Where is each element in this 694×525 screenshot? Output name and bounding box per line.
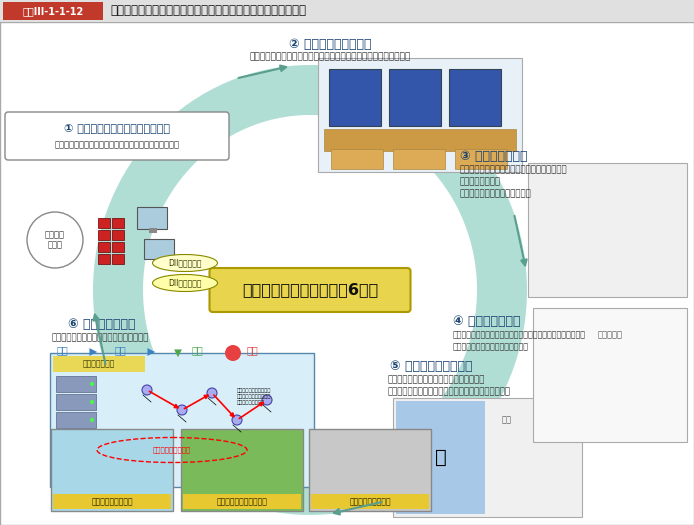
- Text: （サイバー演習環境構築技術の研究など）: （サイバー演習環境構築技術の研究など）: [52, 333, 149, 342]
- Text: 普及教育、自己点検、監査など: 普及教育、自己点検、監査など: [460, 189, 532, 198]
- FancyBboxPatch shape: [112, 254, 124, 264]
- FancyBboxPatch shape: [396, 401, 485, 514]
- FancyBboxPatch shape: [53, 356, 145, 372]
- Text: 指揮システムの素用者が
参加するサイバー対処訓
練を行うための環境: 指揮システムの素用者が 参加するサイバー対処訓 練を行うための環境: [237, 388, 271, 405]
- FancyBboxPatch shape: [181, 429, 303, 511]
- Circle shape: [232, 415, 242, 425]
- FancyBboxPatch shape: [51, 429, 173, 511]
- FancyBboxPatch shape: [331, 149, 383, 169]
- FancyBboxPatch shape: [5, 112, 229, 160]
- FancyBboxPatch shape: [183, 494, 301, 509]
- Text: 会議: 会議: [502, 415, 512, 424]
- Circle shape: [177, 405, 187, 415]
- FancyBboxPatch shape: [112, 242, 124, 251]
- Text: サイバー攻撃模擬部: サイバー攻撃模擬部: [349, 498, 391, 507]
- Text: サイバー攻撃対処部: サイバー攻撃対処部: [91, 498, 133, 507]
- Text: 監視: 監視: [57, 345, 69, 355]
- FancyBboxPatch shape: [97, 242, 110, 251]
- Circle shape: [90, 418, 94, 422]
- FancyBboxPatch shape: [455, 149, 507, 169]
- FancyBboxPatch shape: [0, 22, 694, 525]
- FancyBboxPatch shape: [97, 254, 110, 264]
- FancyBboxPatch shape: [324, 129, 516, 151]
- Text: ② 防護システムの整備: ② 防護システムの整備: [289, 38, 371, 51]
- FancyBboxPatch shape: [53, 494, 171, 509]
- FancyBboxPatch shape: [56, 376, 96, 392]
- Text: （米国カーネギーメロン大学付属機関、国内大学院への留学、: （米国カーネギーメロン大学付属機関、国内大学院への留学、: [453, 330, 586, 339]
- Circle shape: [142, 385, 152, 395]
- FancyBboxPatch shape: [393, 149, 445, 169]
- FancyBboxPatch shape: [50, 353, 314, 487]
- Text: （ネットワーク監視システム、サイバー防護分析装置などの整備）: （ネットワーク監視システム、サイバー防護分析装置などの整備）: [249, 52, 411, 61]
- Text: ⑤ 情報共有などの推進: ⑤ 情報共有などの推進: [390, 360, 473, 373]
- FancyBboxPatch shape: [144, 239, 174, 259]
- Text: サイバー攻撃対処評価部: サイバー攻撃対処評価部: [217, 498, 267, 507]
- Ellipse shape: [93, 65, 527, 515]
- FancyBboxPatch shape: [329, 69, 381, 126]
- FancyBboxPatch shape: [318, 58, 522, 172]
- FancyBboxPatch shape: [137, 207, 167, 229]
- FancyBboxPatch shape: [309, 429, 431, 511]
- Circle shape: [27, 212, 83, 268]
- Text: 教育・研修: 教育・研修: [598, 330, 623, 339]
- Text: システム模擬部: システム模擬部: [83, 360, 115, 369]
- Ellipse shape: [153, 275, 217, 291]
- Text: （内閣官房情報セキュリティセンターなど: （内閣官房情報セキュリティセンターなど: [388, 375, 485, 384]
- Text: ③ 規則の整備など: ③ 規則の整備など: [460, 150, 527, 163]
- Text: 指揮システムを模擬: 指揮システムを模擬: [153, 447, 191, 453]
- FancyBboxPatch shape: [149, 228, 157, 233]
- Text: 防衛省・自衛隊におけるサイバー攻撃対処のための総合的施策: 防衛省・自衛隊におけるサイバー攻撃対処のための総合的施策: [110, 5, 306, 17]
- FancyBboxPatch shape: [389, 69, 441, 126]
- Circle shape: [207, 388, 217, 398]
- Circle shape: [225, 345, 241, 361]
- Text: 図表III-1-1-12: 図表III-1-1-12: [22, 6, 83, 16]
- FancyBboxPatch shape: [311, 494, 429, 509]
- FancyBboxPatch shape: [210, 268, 410, 312]
- Text: ⑥ 最新技術の研究: ⑥ 最新技術の研究: [68, 318, 135, 331]
- FancyBboxPatch shape: [528, 163, 687, 297]
- FancyBboxPatch shape: [3, 2, 103, 20]
- Text: ① 情報通信システムの安全性向上: ① 情報通信システムの安全性向上: [64, 124, 170, 134]
- Text: 体制の強化など）: 体制の強化など）: [460, 177, 501, 186]
- FancyBboxPatch shape: [56, 394, 96, 410]
- Text: 総合的サイバー攻撃対処6本柱: 総合的サイバー攻撃対処6本柱: [242, 282, 378, 298]
- Circle shape: [90, 400, 94, 404]
- FancyBboxPatch shape: [112, 217, 124, 227]
- Text: 関係省庁との連携、米軍など関係各国との連携など）: 関係省庁との連携、米軍など関係各国との連携など）: [388, 387, 511, 396]
- Text: 攻撃: 攻撃: [247, 345, 259, 355]
- Text: （ファイアウォール、ウィルス検知ソフトの導入など）: （ファイアウォール、ウィルス検知ソフトの導入など）: [55, 141, 180, 150]
- FancyBboxPatch shape: [393, 398, 582, 517]
- Text: 評価: 評価: [192, 345, 204, 355]
- Ellipse shape: [153, 255, 217, 271]
- FancyBboxPatch shape: [97, 229, 110, 239]
- FancyBboxPatch shape: [97, 217, 110, 227]
- Text: DIIクローズ系: DIIクローズ系: [168, 278, 202, 288]
- Text: 対処: 対処: [115, 345, 127, 355]
- FancyBboxPatch shape: [112, 229, 124, 239]
- Text: 🌍: 🌍: [435, 447, 447, 467]
- Circle shape: [90, 382, 94, 386]
- Ellipse shape: [143, 115, 477, 465]
- FancyBboxPatch shape: [0, 0, 694, 22]
- FancyBboxPatch shape: [533, 308, 687, 442]
- Text: ④ 人材育成・確保: ④ 人材育成・確保: [453, 315, 520, 328]
- Text: 防衛大学校における専門教育など）: 防衛大学校における専門教育など）: [453, 342, 529, 351]
- FancyBboxPatch shape: [56, 412, 96, 428]
- Text: DIIオープン系: DIIオープン系: [168, 258, 202, 268]
- Circle shape: [262, 395, 272, 405]
- Text: インター
ネット: インター ネット: [45, 230, 65, 250]
- FancyBboxPatch shape: [449, 69, 501, 126]
- Text: （「防衛省の情報保証に関する訓令」の施行、: （「防衛省の情報保証に関する訓令」の施行、: [460, 165, 568, 174]
